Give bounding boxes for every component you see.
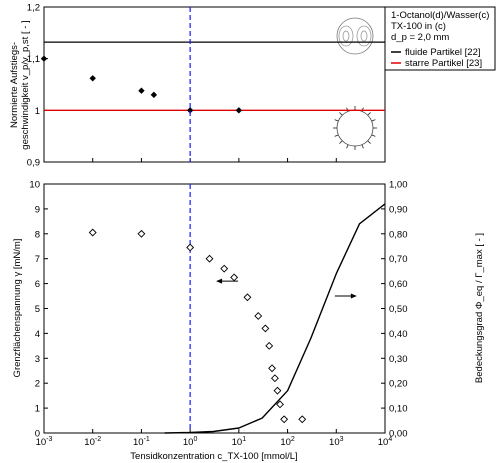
rigid-circle [336,109,374,147]
bottom-ylabel-right: Bedeckungsgrad Φ_eq / Γ_max [ - ] [474,233,485,383]
top-ylabel: Normierte Aufstiegs- geschwindigkeit v_p… [9,20,31,149]
bottom-data-point [268,364,276,373]
bottom-ytick-left-label: 5 [35,304,40,315]
bottom-data-point [220,264,229,273]
bottom-xtick-exponent: -2 [95,436,101,443]
bottom-xtick-label: 102 [280,436,295,448]
top-plot-frame [43,6,386,163]
legend-diameter: d_p = 2,0 mm [391,32,449,43]
bottom-xtick-exponent: -3 [46,436,52,443]
bottom-data-point [273,386,282,395]
bottom-data-point [265,341,274,350]
bottom-ytick-right-label: 0,30 [389,354,408,365]
bottom-ytick-left-label: 7 [35,254,40,265]
bottom-xtick-label: 104 [378,436,393,448]
top-ylabel-line1: Normierte Aufstiegs- [9,42,20,128]
fluid-particle-sketch-icon [336,17,374,55]
legend-system: 1-Octanol(d)/Wasser(c) [391,10,489,21]
bottom-ylabel-left: Grenzflächenspannung γ [mN/m] [12,239,23,378]
bottom-xlabel: Tensidkonzentration c_TX-100 [mmol/L] [130,451,297,462]
bottom-ytick-right-label: 0,90 [389,204,408,215]
rigid-particle-sketch-icon [333,106,377,150]
bottom-ytick-left-label: 1 [35,404,40,415]
bottom-ytick-left-label: 6 [35,279,40,290]
bottom-ytick-left-label: 4 [35,329,40,340]
bottom-xtick-exponent: 2 [291,436,295,443]
bottom-data-point [186,243,195,252]
top-data-point [186,107,194,114]
bottom-ytick-left-label: 0 [35,429,40,440]
bottom-ytick-left-label: 3 [35,354,40,365]
bottom-xtick-exponent: 1 [242,436,246,443]
legend-entry-rigid: starre Partikel [23] [405,58,482,69]
bottom-data-point [276,400,284,409]
rigid-arrow [339,112,343,116]
top-ytick-label: 1,2 [27,3,40,14]
bottom-xtick-exponent: -1 [144,436,150,443]
rigid-arrow [371,134,376,137]
top-data-point [40,55,48,62]
bottom-ytick-right-label: 0,10 [389,404,408,415]
bottom-xtick-exponent: 0 [193,436,197,443]
bottom-ytick-left-label: 8 [35,229,40,240]
bottom-ytick-right-label: 0,20 [389,379,408,390]
bottom-data-point [205,254,214,263]
bottom-data-point [298,415,307,424]
top-data-point [150,91,158,99]
right-axis-arrowhead [350,293,357,299]
bottom-xtick-label: 10-3 [36,436,53,448]
bottom-data-point [243,293,252,302]
rigid-arrow [346,144,349,149]
bottom-ytick-right-label: 0,00 [389,429,408,440]
bottom-data-point [270,374,279,383]
top-ytick-label: 0,9 [27,158,40,169]
top-ylabel-line2: geschwindigkeit v_p/v_p,st [ - ] [20,20,31,149]
bottom-xtick-label: 103 [329,436,344,448]
bottom-xtick-exponent: 3 [340,436,344,443]
top-ytick-label: 1,1 [27,54,40,65]
bottom-xtick-label: 10-1 [133,436,150,448]
top-ytick-label: 1 [35,106,40,117]
bottom-ytick-right-label: 0,50 [389,304,408,315]
bottom-ytick-left-label: 2 [35,379,40,390]
legend-entry-fluid: fluide Partikel [22] [405,47,481,58]
bottom-data-point [137,229,146,238]
bottom-xtick-label: 101 [232,436,247,448]
top-data-point [138,87,145,94]
legend-frame [384,6,496,71]
bottom-xtick-exponent: 4 [388,436,392,443]
bottom-plot-frame [43,183,386,434]
rigid-arrow [367,140,371,144]
rigid-arrow [339,140,343,144]
top-data-point [89,75,96,82]
bottom-xtick-label: 100 [183,436,198,448]
bottom-ytick-right-label: 0,70 [389,254,408,265]
bottom-data-point [254,312,263,320]
bottom-ytick-right-label: 1,00 [389,180,408,191]
bottom-coverage-curve [164,203,386,434]
rigid-arrow [334,134,339,137]
bottom-data-point [230,273,239,282]
chart-marks: 0,911,11,20123456789100,000,100,200,300,… [27,3,408,449]
top-data-point [235,107,243,114]
bottom-xtick-label: 10-2 [84,436,101,448]
rigid-arrow [334,119,339,122]
left-axis-arrowhead [216,278,223,284]
rigid-arrow [371,119,376,122]
bottom-ytick-right-label: 0,40 [389,329,408,340]
legend: 1-Octanol(d)/Wasser(c) TX-100 in (c) d_p… [384,6,496,71]
legend-surfactant: TX-100 in (c) [391,21,446,32]
rigid-arrow [367,112,371,116]
bottom-data-point [261,324,270,333]
bottom-data-point [280,415,289,424]
bottom-data-point [88,228,97,237]
bottom-ytick-left-label: 9 [35,204,40,215]
bottom-ytick-left-label: 10 [29,180,40,191]
bottom-ytick-right-label: 0,60 [389,279,408,290]
bottom-ytick-right-label: 0,80 [389,229,408,240]
rigid-arrow [361,144,364,149]
